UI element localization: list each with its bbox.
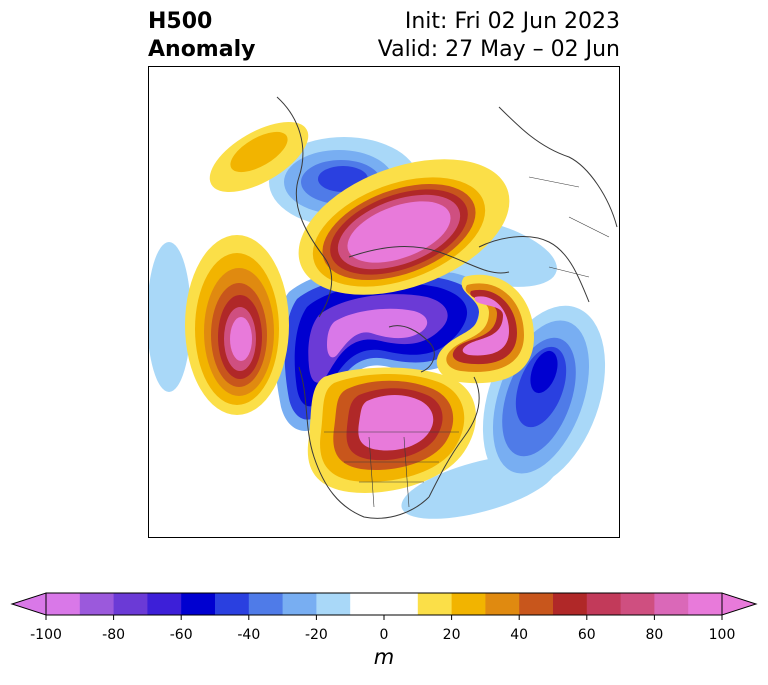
colorbar-segment: [282, 593, 317, 615]
coastlines: [276, 96, 618, 519]
coastline-greenland: [388, 325, 435, 373]
colorbar-segment: [688, 593, 723, 615]
colorbar-segment: [350, 593, 385, 615]
colorbar-segment: [620, 593, 655, 615]
coastline-asia: [276, 96, 333, 318]
colorbar-tick-label: -100: [30, 627, 62, 643]
colorbar-bar: [10, 592, 758, 620]
colorbar-segment: [147, 593, 182, 615]
colorbar-segment: [485, 593, 520, 615]
colorbar-extend-min: [10, 592, 47, 616]
positive-anomaly-regions: [185, 122, 534, 493]
colorbar-tick-label: 40: [510, 627, 529, 643]
colorbar-tick-label: 60: [577, 627, 596, 643]
colorbar-tick-label: 20: [442, 627, 461, 643]
coastline-north-america-west: [298, 366, 430, 519]
colorbar-segment: [553, 593, 588, 615]
colorbar-segment: [316, 593, 351, 615]
colorbar-tick-label: 100: [708, 627, 736, 643]
coastline-europe: [478, 236, 590, 303]
colorbar-segment: [586, 593, 622, 615]
colorbar-segment: [417, 593, 453, 615]
title-valid-range: Valid: 27 May – 02 Jun: [377, 37, 620, 62]
colorbar-segment: [654, 593, 689, 615]
title-init-time: Init: Fri 02 Jun 2023: [404, 9, 620, 34]
country-borders: [528, 176, 610, 278]
anomaly-map: [149, 96, 618, 519]
colorbar-segment: [384, 593, 419, 615]
title-field: Anomaly: [148, 37, 256, 62]
colorbar-segment: [46, 593, 81, 615]
colorbar-extend-max: [721, 592, 758, 616]
neg-region-west-pacific: [149, 242, 191, 392]
chart-title-right: Init: Fri 02 Jun 2023 Valid: 27 May – 02…: [378, 8, 620, 64]
title-variable: H500: [148, 9, 213, 34]
coastline-russia: [498, 106, 618, 228]
chart-title-left: H500 Anomaly: [148, 8, 255, 64]
state-borders: [344, 436, 439, 508]
colorbar-segment: [215, 593, 250, 615]
colorbar-segment: [113, 593, 148, 615]
colorbar-tick-label: -80: [102, 627, 126, 643]
map-panel: [148, 66, 620, 538]
colorbar-tick-label: -60: [169, 627, 193, 643]
colorbar-tick-label: 80: [645, 627, 664, 643]
colorbar-tick-label: -40: [237, 627, 261, 643]
colorbar-segment: [79, 593, 115, 615]
colorbar: -100 -80 -60 -40 -20 0 20 40 60 80 100 m: [0, 585, 768, 685]
colorbar-tick-label: -20: [304, 627, 328, 643]
colorbar-segment: [248, 593, 284, 615]
colorbar-segment: [181, 593, 216, 615]
colorbar-tick-label: 0: [379, 627, 389, 643]
colorbar-segment: [451, 593, 486, 615]
coastline-arctic: [348, 246, 510, 274]
colorbar-unit-label: m: [373, 645, 395, 669]
coastline-north-america-east: [428, 376, 480, 498]
colorbar-segment: [519, 593, 554, 615]
